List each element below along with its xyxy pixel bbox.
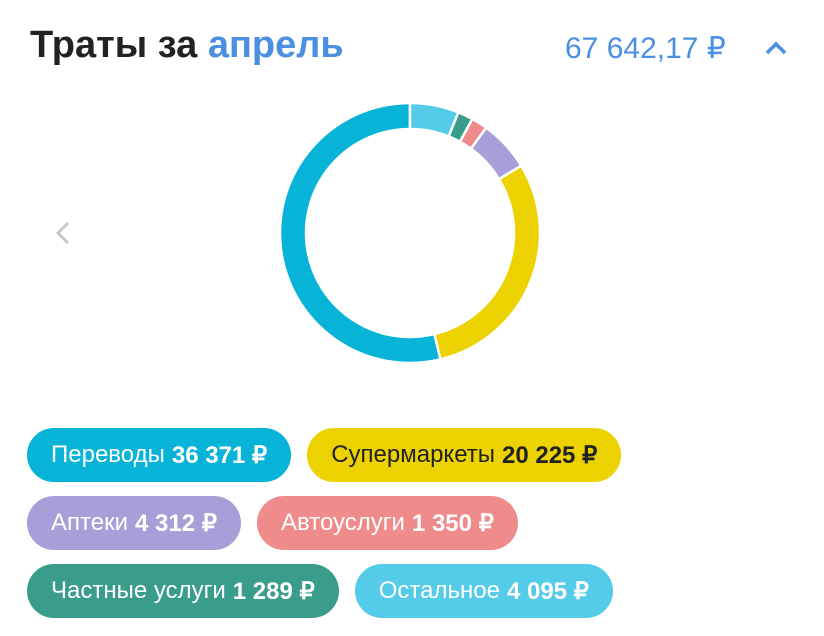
title-month[interactable]: апрель <box>207 24 344 66</box>
chip-value: 36 371 ₽ <box>171 441 268 469</box>
prev-arrow[interactable] <box>55 221 70 245</box>
chip-value: 20 225 ₽ <box>501 441 598 469</box>
category-chip[interactable]: Переводы 36 371 ₽ <box>27 428 292 482</box>
chart <box>55 41 787 365</box>
category-chip[interactable]: Супермаркеты 20 225 ₽ <box>307 428 622 482</box>
total: 67 642,17 ₽ <box>565 32 726 65</box>
title: Траты за апрель <box>30 24 344 67</box>
chip-name: Аптеки <box>51 509 128 536</box>
title-text: Траты за <box>30 24 198 66</box>
category-chip[interactable]: Автоуслуги 1 350 ₽ <box>256 496 518 550</box>
chip-name: Частные услуги <box>51 577 226 604</box>
category-chip[interactable]: Аптеки 4 312 ₽ <box>27 496 241 550</box>
category-chip[interactable]: Остальное 4 095 ₽ <box>354 564 613 618</box>
chip-name: Автоуслуги <box>280 509 405 536</box>
legend: Переводы 36 371 ₽ Супермаркеты 20 225 ₽ Апте… <box>27 428 727 618</box>
collapse-arrow[interactable] <box>765 41 787 55</box>
chip-value: 4 095 ₽ <box>506 577 589 605</box>
donut-segment <box>278 101 443 365</box>
chip-value: 1 350 ₽ <box>411 509 494 537</box>
donut-segment <box>432 163 542 361</box>
chip-value: 1 289 ₽ <box>232 577 315 605</box>
chip-name: Остальное <box>378 577 500 604</box>
donut-segment <box>408 101 460 139</box>
chip-name: Переводы <box>51 441 165 468</box>
category-chip[interactable]: Частные услуги 1 289 ₽ <box>27 564 339 618</box>
chip-name: Супермаркеты <box>331 441 495 468</box>
chip-value: 4 312 ₽ <box>134 509 217 537</box>
